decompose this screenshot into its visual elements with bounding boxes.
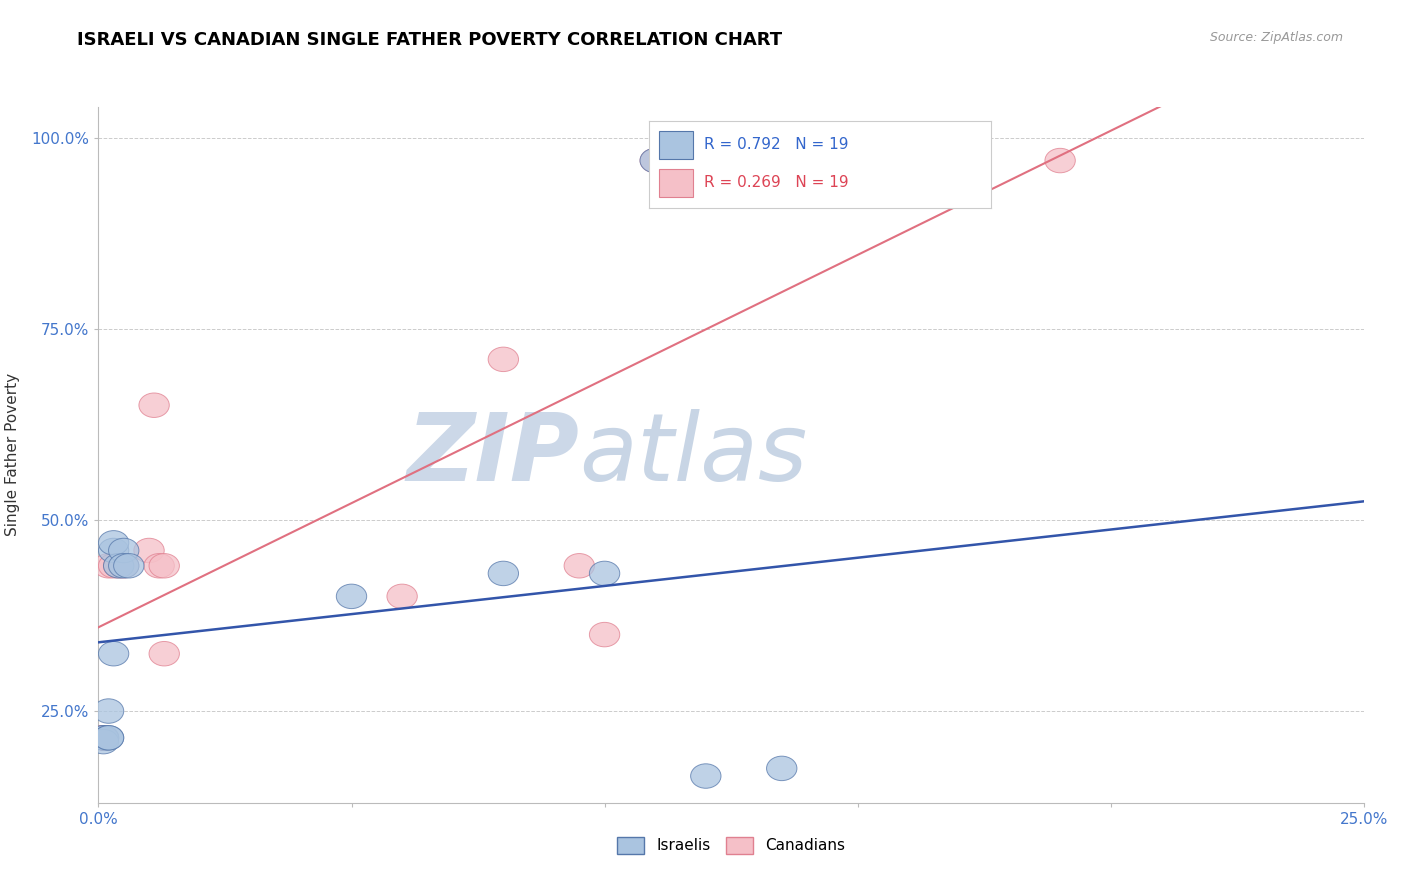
Ellipse shape: [93, 725, 124, 750]
Ellipse shape: [336, 584, 367, 608]
Ellipse shape: [98, 641, 129, 666]
Ellipse shape: [98, 538, 129, 563]
Ellipse shape: [1045, 148, 1076, 173]
Ellipse shape: [488, 561, 519, 586]
Ellipse shape: [108, 554, 139, 578]
Ellipse shape: [89, 725, 118, 750]
Ellipse shape: [134, 538, 165, 563]
Ellipse shape: [93, 698, 124, 723]
Ellipse shape: [89, 730, 118, 754]
Ellipse shape: [564, 554, 595, 578]
Ellipse shape: [640, 148, 671, 173]
Legend: Israelis, Canadians: Israelis, Canadians: [609, 830, 853, 862]
Ellipse shape: [104, 554, 134, 578]
Ellipse shape: [114, 554, 143, 578]
Y-axis label: Single Father Poverty: Single Father Poverty: [6, 374, 20, 536]
Ellipse shape: [93, 725, 124, 750]
Ellipse shape: [690, 764, 721, 789]
Ellipse shape: [89, 725, 118, 750]
Ellipse shape: [98, 554, 129, 578]
Text: atlas: atlas: [579, 409, 807, 500]
Ellipse shape: [89, 725, 118, 750]
Ellipse shape: [766, 756, 797, 780]
Ellipse shape: [104, 554, 134, 578]
Ellipse shape: [139, 393, 169, 417]
Ellipse shape: [488, 347, 519, 372]
Ellipse shape: [89, 725, 118, 750]
Ellipse shape: [108, 538, 139, 563]
Ellipse shape: [589, 561, 620, 586]
Ellipse shape: [108, 554, 139, 578]
Ellipse shape: [93, 554, 124, 578]
Ellipse shape: [640, 148, 671, 173]
Ellipse shape: [143, 554, 174, 578]
Ellipse shape: [149, 554, 180, 578]
Text: ISRAELI VS CANADIAN SINGLE FATHER POVERTY CORRELATION CHART: ISRAELI VS CANADIAN SINGLE FATHER POVERT…: [77, 31, 783, 49]
Ellipse shape: [589, 623, 620, 647]
Ellipse shape: [387, 584, 418, 608]
Ellipse shape: [89, 725, 118, 750]
Ellipse shape: [98, 531, 129, 555]
Text: ZIP: ZIP: [406, 409, 579, 501]
Text: Source: ZipAtlas.com: Source: ZipAtlas.com: [1209, 31, 1343, 45]
Ellipse shape: [690, 148, 721, 173]
Ellipse shape: [149, 641, 180, 666]
